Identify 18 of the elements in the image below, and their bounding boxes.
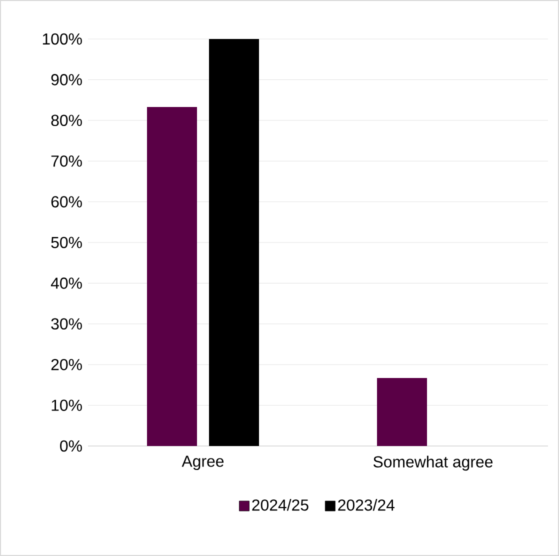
y-tick-label: 50% — [51, 236, 82, 248]
x-tick-label: Somewhat agree — [373, 456, 493, 471]
bar — [377, 378, 428, 446]
y-tick-label: 90% — [51, 74, 82, 86]
y-tick-label: 20% — [51, 358, 82, 370]
y-tick-label: 10% — [52, 400, 82, 411]
y-tick-label: 80% — [51, 114, 82, 126]
y-tick-label: 30% — [51, 318, 82, 330]
y-tick-label: 100% — [42, 33, 82, 45]
y-tick-label: 60% — [51, 196, 82, 208]
y-tick-label: 70% — [51, 155, 82, 167]
legend-label: 2023/24 — [338, 499, 395, 511]
legend-label: 2024/25 — [252, 499, 308, 511]
x-tick-label: Agree — [182, 456, 224, 470]
bar — [209, 38, 260, 446]
y-tick-label: 40% — [50, 278, 82, 289]
y-tick-label: 0% — [60, 440, 82, 452]
bar — [147, 106, 198, 446]
